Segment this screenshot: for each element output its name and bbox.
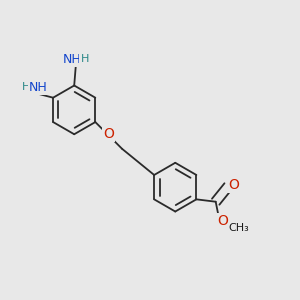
Text: O: O [218, 214, 229, 228]
Text: O: O [103, 127, 114, 141]
Text: O: O [228, 178, 239, 192]
Text: H: H [80, 54, 89, 64]
Text: CH₃: CH₃ [229, 223, 250, 232]
Text: NH: NH [63, 52, 82, 66]
Text: NH: NH [29, 81, 48, 94]
Text: H: H [22, 82, 31, 92]
